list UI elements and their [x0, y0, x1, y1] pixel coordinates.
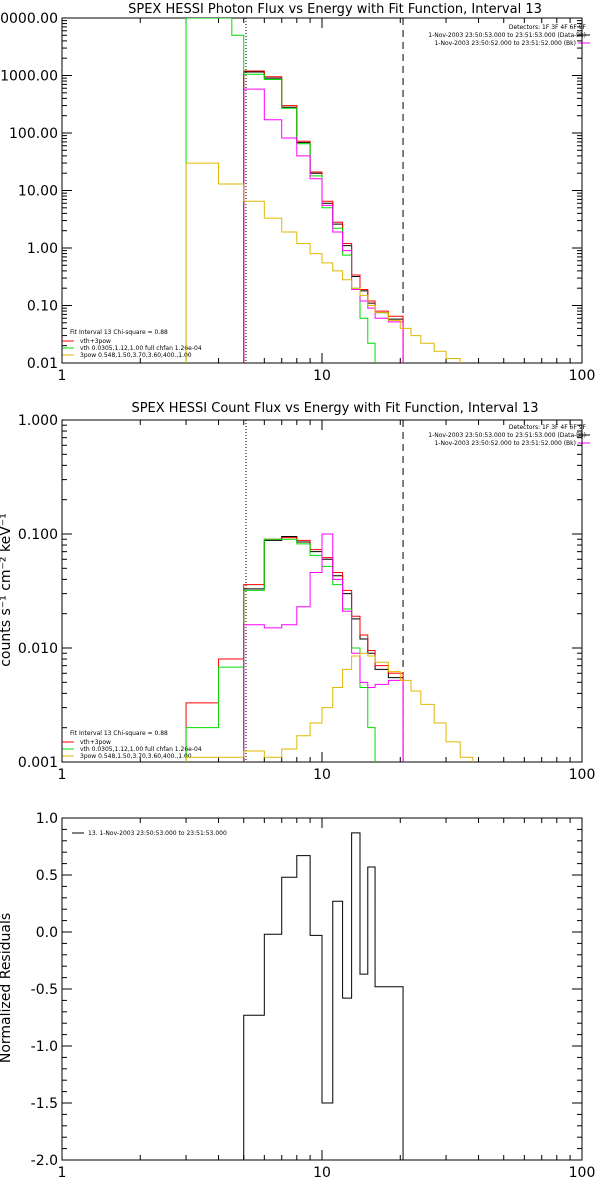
y-tick-label: 0.01	[27, 356, 58, 372]
gold-series-line	[185, 162, 461, 363]
fit-legend-line-2: vth+3pow	[80, 338, 111, 345]
fit-legend-line-4: 3pow 0.548,1.50,3.70,3.60,400.,1.00	[80, 352, 192, 359]
y-tick-label: -0.5	[31, 982, 58, 998]
black-series-line	[243, 832, 404, 1160]
red-series-line	[185, 537, 404, 762]
x-tick-label: 100	[569, 767, 596, 783]
y-axis-label-residuals: Normalized Residuals	[0, 913, 14, 1063]
green-series-line	[185, 18, 376, 363]
y-tick-label: 0.10	[27, 299, 58, 315]
y-tick-label: 0.001	[18, 755, 58, 771]
gold-series-line	[185, 652, 474, 762]
y-tick-label: 10.00	[18, 184, 58, 200]
fit-legend-line-1-b: Fit Interval 13 Chi-square = 0.88	[70, 730, 168, 737]
y-axis-label-count: counts s⁻¹ cm⁻² keV⁻¹	[0, 513, 14, 667]
y-tick-label: 0.010	[18, 641, 58, 657]
fit-legend-line-3-b: vth 0.0305,1.12,1.00 full chfan 1.26e-04	[80, 746, 202, 753]
header-bk: 1-Nov-2003 23:50:52.000 to 23:51:52.000 …	[434, 40, 576, 47]
y-tick-label: 0.100	[18, 527, 58, 543]
y-tick-label: 100.00	[9, 126, 58, 142]
photon-flux-panel: SPEX HESSI Photon Flux vs Energy with Fi…	[0, 2, 595, 384]
header-data-bk: 1-Nov-2003 23:50:53.000 to 23:51:53.000 …	[428, 32, 586, 39]
x-tick-label: 1	[58, 1165, 67, 1181]
y-tick-label: 0000.00	[0, 11, 58, 27]
header-detectors-2: Detectors: 1F 3F 4F 6F 9F	[509, 424, 587, 431]
header-detectors: Detectors: 1F 3F 4F 6F 9F	[509, 24, 587, 31]
x-tick-label: 10	[313, 368, 331, 384]
header-data-bk-2: 1-Nov-2003 23:50:53.000 to 23:51:53.000 …	[428, 432, 586, 439]
x-tick-label: 1	[58, 767, 67, 783]
residual-legend: 13. 1-Nov-2003 23:50:53.000 to 23:51:53.…	[88, 830, 227, 837]
y-tick-label: 1000.00	[0, 69, 58, 85]
count-flux-panel: SPEX HESSI Count Flux vs Energy with Fit…	[0, 401, 595, 783]
x-tick-label: 100	[569, 368, 596, 384]
chart-title-photon: SPEX HESSI Photon Flux vs Energy with Fi…	[128, 2, 542, 17]
black-series-line	[243, 71, 404, 363]
fit-legend-line-2-b: vth+3pow	[80, 739, 111, 746]
fit-legend-line-4-b: 3pow 0.548,1.50,3.70,3.60,400.,1.00	[80, 753, 192, 760]
fit-legend-line-3: vth 0.0305,1.12,1.00 full chfan 1.26e-04	[80, 345, 202, 352]
x-tick-label: 1	[58, 368, 67, 384]
y-tick-label: 1.000	[18, 413, 58, 429]
y-tick-label: 1.00	[27, 241, 58, 257]
black-series-line	[243, 536, 404, 762]
x-tick-label: 100	[569, 1165, 596, 1181]
y-tick-label: 0.5	[36, 868, 58, 884]
magenta-series-line	[243, 88, 404, 363]
header-bk-2: 1-Nov-2003 23:50:52.000 to 23:51:52.000 …	[434, 440, 576, 447]
chart-title-count: SPEX HESSI Count Flux vs Energy with Fit…	[131, 401, 538, 416]
green-series-line	[185, 538, 376, 762]
red-series-line	[243, 70, 404, 363]
magenta-series-line	[243, 533, 404, 762]
y-tick-label: -2.0	[31, 1153, 58, 1169]
y-tick-label: 0.0	[36, 925, 58, 941]
y-tick-label: -1.0	[31, 1039, 58, 1055]
residuals-panel: Normalized Residuals 13. 1-Nov-2003 23:5…	[0, 811, 595, 1181]
y-tick-label: 1.0	[36, 811, 58, 827]
y-tick-label: -1.5	[31, 1096, 58, 1112]
x-tick-label: 10	[313, 767, 331, 783]
fit-legend-line-1: Fit Interval 13 Chi-square = 0.88	[70, 329, 168, 336]
x-tick-label: 10	[313, 1165, 331, 1181]
